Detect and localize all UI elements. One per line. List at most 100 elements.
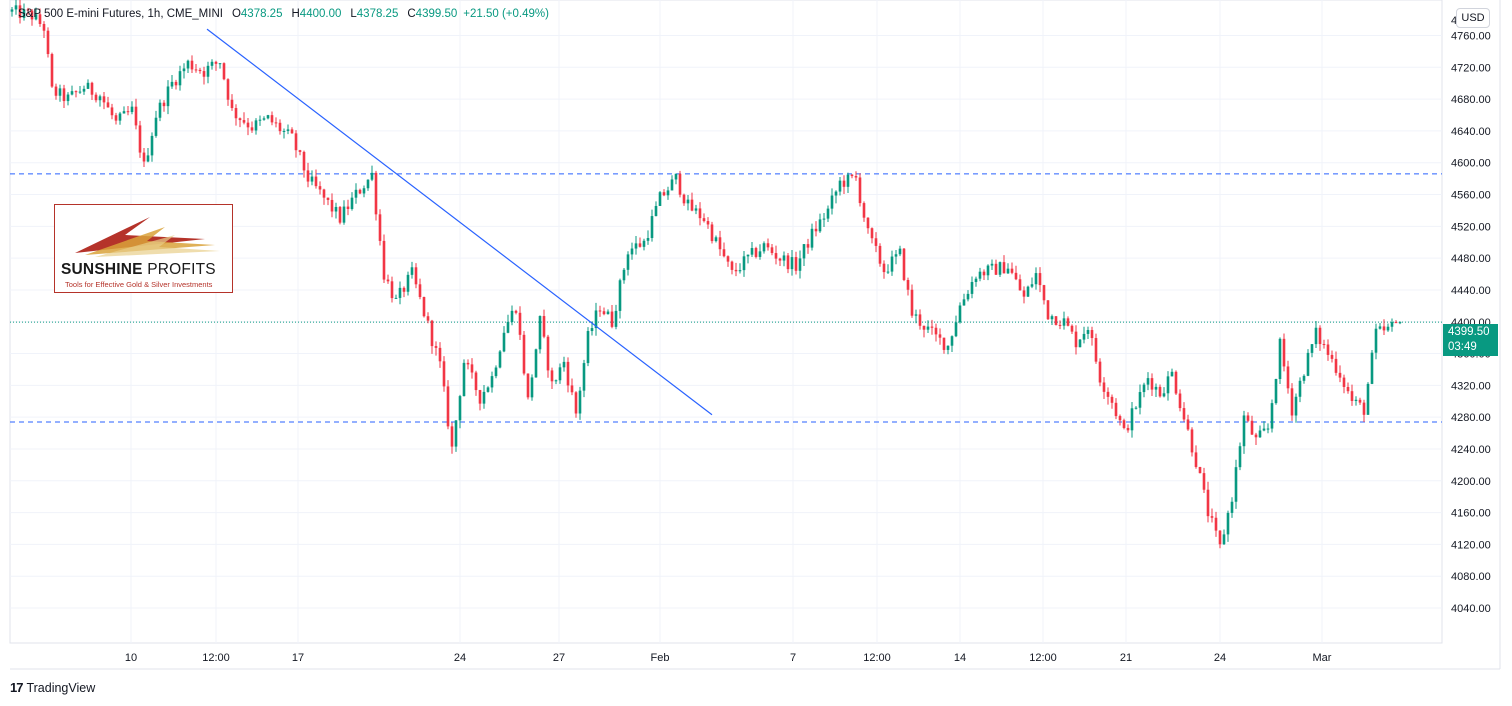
- candle-body: [1130, 408, 1134, 431]
- candle: [1370, 350, 1374, 385]
- candle-body: [562, 361, 566, 368]
- price-axis[interactable]: 4040.00 4080.00 4120.00 4160.00 4200.00 4240.…: [1451, 15, 1491, 615]
- candle: [1054, 316, 1058, 326]
- candle-body: [918, 314, 922, 326]
- candle-body: [1074, 331, 1078, 348]
- candle: [606, 309, 610, 315]
- candle: [510, 305, 514, 326]
- candle-body: [198, 69, 202, 72]
- candle-body: [354, 189, 358, 198]
- currency-button[interactable]: USD: [1456, 8, 1490, 28]
- candle: [802, 244, 806, 267]
- candle: [430, 319, 434, 354]
- candle: [82, 85, 86, 95]
- candle-body: [738, 270, 742, 272]
- candle: [662, 189, 666, 197]
- candle-body: [1106, 391, 1110, 397]
- candle-body: [638, 243, 642, 247]
- candle: [826, 205, 830, 223]
- candle: [1150, 373, 1154, 396]
- price-tick-label: 4320.00: [1451, 380, 1491, 392]
- candle-body: [358, 189, 362, 194]
- candle: [638, 237, 642, 248]
- candle: [1166, 371, 1170, 401]
- candle: [1034, 267, 1038, 290]
- footer-branding[interactable]: 17 TradingView: [10, 680, 95, 695]
- candle: [406, 271, 410, 296]
- candle: [506, 314, 510, 334]
- candle-body: [518, 312, 522, 335]
- open-value: 4378.25: [240, 8, 283, 20]
- candle: [274, 117, 278, 128]
- candle: [1122, 418, 1126, 430]
- candle: [1234, 459, 1238, 509]
- candle-body: [38, 14, 42, 24]
- candle-body: [506, 321, 510, 333]
- candle: [1046, 300, 1050, 321]
- candle-body: [1258, 430, 1262, 438]
- candle-body: [1390, 322, 1394, 327]
- candle: [1130, 402, 1134, 438]
- candle: [154, 110, 158, 138]
- candle-body: [954, 322, 958, 337]
- candle: [218, 63, 222, 69]
- candle: [834, 190, 838, 204]
- candle: [1314, 321, 1318, 349]
- time-axis[interactable]: 10 12:00 17 24 27 Feb 7 12:00 14 12:00 21 24 Mar: [125, 652, 1332, 664]
- candle: [414, 263, 418, 289]
- candle-body: [1030, 284, 1034, 287]
- candle-body: [502, 332, 506, 352]
- candle: [330, 193, 334, 218]
- time-tick-label: 27: [553, 652, 565, 664]
- price-tick-label: 4280.00: [1451, 412, 1491, 424]
- candle: [866, 217, 870, 234]
- candle: [1146, 372, 1150, 391]
- downtrend-line[interactable]: [206, 28, 713, 416]
- candle: [1362, 399, 1366, 422]
- candle-body: [82, 88, 86, 92]
- candle-body: [542, 316, 546, 337]
- candle-body: [770, 247, 774, 254]
- candle-body: [946, 345, 950, 350]
- candle-body: [238, 118, 242, 121]
- candle: [402, 286, 406, 298]
- candle: [990, 259, 994, 271]
- candle: [1198, 466, 1202, 474]
- candle: [842, 175, 846, 195]
- candle-body: [1102, 382, 1106, 392]
- candle: [438, 342, 442, 368]
- candle-body: [1366, 383, 1370, 415]
- candle-body: [582, 363, 586, 391]
- candle-body: [914, 314, 918, 316]
- candle-body: [1358, 399, 1362, 403]
- candle-body: [302, 151, 306, 171]
- candle-body: [890, 256, 894, 272]
- candle: [502, 326, 506, 353]
- low-value: 4378.25: [356, 8, 399, 20]
- candle-body: [814, 228, 818, 232]
- candle: [766, 238, 770, 251]
- candle: [782, 251, 786, 267]
- candle-body: [534, 349, 538, 378]
- candle: [362, 185, 366, 198]
- candle: [1050, 314, 1054, 326]
- candle: [342, 200, 346, 225]
- candle: [358, 188, 362, 195]
- candle-body: [1222, 534, 1226, 545]
- candle-body: [950, 336, 954, 346]
- candle: [746, 254, 750, 264]
- candle-body: [994, 263, 998, 275]
- candle: [534, 348, 538, 378]
- high-label: H: [291, 8, 300, 20]
- time-tick-label: 14: [954, 652, 966, 664]
- candle: [1250, 415, 1254, 435]
- trendline-group[interactable]: [206, 28, 713, 416]
- candle: [1382, 319, 1386, 336]
- candle: [26, 7, 30, 16]
- candle: [938, 328, 942, 345]
- candle-body: [1026, 286, 1030, 297]
- candle-body: [54, 86, 58, 96]
- candle-body: [670, 179, 674, 191]
- candle-body: [1034, 273, 1038, 285]
